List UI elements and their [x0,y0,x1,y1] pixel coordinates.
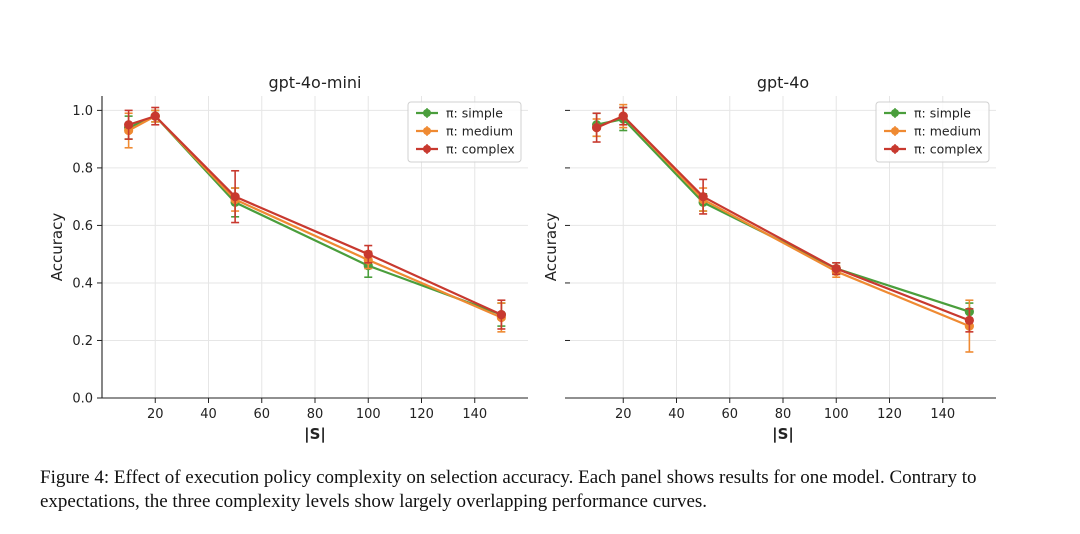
series-complex [592,106,974,333]
y-tick-label: 0.6 [72,219,93,234]
data-point [124,120,134,130]
legend-entry-simple: π: simple [914,106,971,121]
series-complex [124,106,506,330]
y-tick-label: 0.2 [72,334,93,349]
data-point [592,123,602,133]
legend-swatch-marker [423,145,431,153]
legend-entry-simple: π: simple [446,106,503,121]
x-tick-label: 120 [877,407,902,422]
legend-swatch-marker [891,127,899,135]
legend-entry-medium: π: medium [914,124,981,139]
y-tick-label: 1.0 [72,104,93,119]
x-tick-label: 100 [824,407,849,422]
legend-swatch-marker [891,109,899,117]
x-tick-label: 40 [668,407,685,422]
data-point [496,309,506,320]
data-point [618,111,628,121]
y-axis-label: Accuracy [542,213,560,282]
legend-entry-medium: π: medium [446,124,513,139]
data-point [230,192,240,202]
legend: π: simple π: medium π: complex [407,101,522,163]
chart-panel-gpt-4o: 20 40 60 80 100 120 140 gpt-4o |S| Accuracy π: sim… [542,73,996,444]
caption-label: Figure 4: [40,467,110,488]
x-tick-label: 60 [253,407,270,422]
y-axis-label: Accuracy [48,213,66,282]
x-tick-label: 40 [200,407,217,422]
data-point [698,192,708,202]
x-tick-label: 60 [721,407,738,422]
legend-swatch-marker [891,145,899,153]
x-tick-label: 140 [930,407,955,422]
x-tick-label: 80 [307,407,324,422]
figure-caption: Figure 4: Effect of execution policy com… [40,466,1050,514]
x-tick-label: 140 [462,407,487,422]
legend-swatch-marker [423,127,431,135]
legend-swatch-marker [423,109,431,117]
data-point [964,315,974,325]
data-point [363,249,373,259]
legend-entry-complex: π: complex [914,142,983,157]
x-tick-label: 80 [775,407,792,422]
x-tick-label: 20 [615,407,632,422]
chart-title: gpt-4o [757,73,809,92]
data-point [831,263,841,274]
legend-entry-complex: π: complex [446,142,515,157]
y-tick-label: 0.4 [72,276,93,291]
x-tick-label: 120 [409,407,434,422]
x-tick-label: 20 [147,407,164,422]
data-point [150,111,160,121]
legend-box [407,101,522,163]
y-tick-label: 0.0 [72,392,93,407]
x-axis-label: |S| [304,425,326,444]
caption-text: Effect of execution policy complexity on… [40,467,977,512]
x-tick-label: 100 [356,407,381,422]
chart-panel-gpt-4o-mini: 20 40 60 80 100 120 140 0.0 0.2 0.4 0.6 0.8 1.0 gpt-4… [48,73,528,444]
y-tick-label: 0.8 [72,161,93,176]
legend: π: simple π: medium π: complex [875,101,990,163]
x-axis-label: |S| [772,425,794,444]
chart-title: gpt-4o-mini [268,73,361,92]
legend-box [875,101,990,163]
